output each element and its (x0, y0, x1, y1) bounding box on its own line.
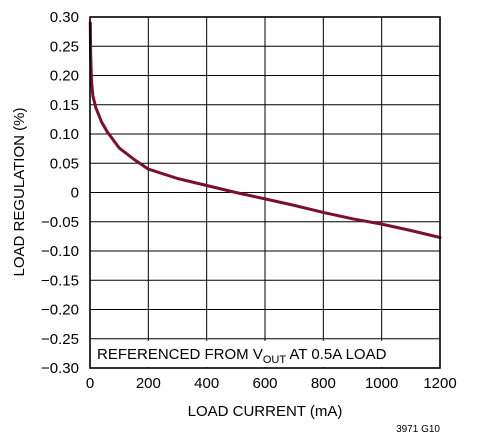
x-tick-label: 800 (311, 375, 336, 392)
x-axis-title: LOAD CURRENT (mA) (188, 403, 343, 420)
y-tick-label: −0.30 (41, 360, 79, 377)
x-tick-label: 600 (252, 375, 277, 392)
x-tick-label: 200 (136, 375, 161, 392)
annotation-subscript: OUT (263, 354, 287, 366)
annotation-suffix: AT 0.5A LOAD (286, 346, 387, 363)
annotation-background (92, 341, 410, 367)
plot-frame (89, 16, 441, 369)
figure-id: 3971 G10 (396, 424, 440, 435)
y-tick-label: −0.25 (41, 331, 79, 348)
x-tick-label: 400 (194, 375, 219, 392)
grid (90, 17, 440, 368)
x-tick-label: 0 (86, 375, 94, 392)
tick-labels: 0 200 400 600 800 1000 1200 0.30 0.25 0.20 0.15 0.1… (41, 9, 457, 392)
y-tick-label: 0.05 (50, 155, 79, 172)
series-line (88, 21, 442, 239)
y-tick-label: 0.10 (50, 126, 79, 143)
y-axis-title: LOAD REGULATION (%) (11, 108, 28, 277)
y-tick-label: −0.10 (41, 243, 79, 260)
series-layer (88, 21, 442, 239)
y-tick-label: −0.20 (41, 302, 79, 319)
y-tick-label: 0.25 (50, 38, 79, 55)
y-tick-label: 0.15 (50, 97, 79, 114)
x-tick-label: 1000 (365, 375, 398, 392)
annotation-text: REFERENCED FROM VOUT AT 0.5A LOAD (97, 346, 387, 366)
y-tick-label: 0 (71, 185, 79, 202)
y-tick-label: −0.15 (41, 272, 79, 289)
y-tick-label: −0.05 (41, 214, 79, 231)
annotation-prefix: REFERENCED FROM V (97, 346, 263, 363)
x-tick-label: 1200 (423, 375, 456, 392)
y-tick-label: 0.20 (50, 68, 79, 85)
annotation: REFERENCED FROM VOUT AT 0.5A LOAD (92, 341, 410, 367)
y-tick-label: 0.30 (50, 9, 79, 26)
